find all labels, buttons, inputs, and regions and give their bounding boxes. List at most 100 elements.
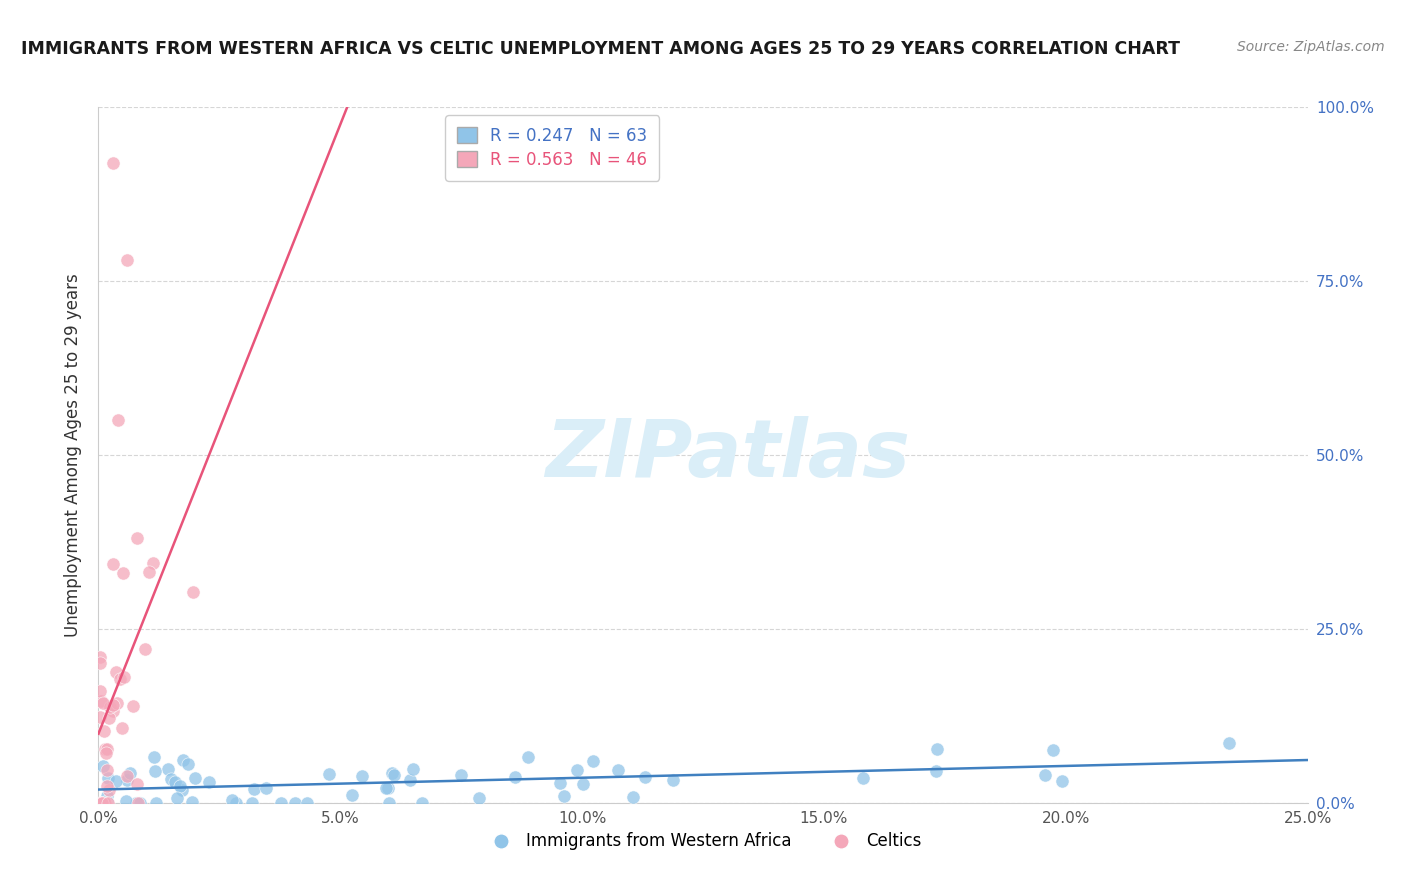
Point <box>378 796 401 810</box>
Point <box>243 781 266 796</box>
Point <box>927 742 949 756</box>
Point <box>105 697 128 711</box>
Point <box>377 781 399 796</box>
Point <box>381 766 404 780</box>
Point <box>1042 742 1064 756</box>
Point <box>1218 736 1240 750</box>
Point <box>127 532 149 546</box>
Text: Source: ZipAtlas.com: Source: ZipAtlas.com <box>1237 40 1385 54</box>
Point <box>468 791 491 805</box>
Point <box>90 796 112 810</box>
Point <box>553 789 575 803</box>
Point <box>125 796 148 810</box>
Point <box>117 772 139 787</box>
Point <box>572 777 595 791</box>
Point <box>108 672 131 686</box>
Point <box>115 769 138 783</box>
Point <box>925 764 948 779</box>
Point <box>852 772 875 786</box>
Point <box>398 773 420 788</box>
Point <box>90 796 112 810</box>
Point <box>177 757 200 772</box>
Point <box>198 775 221 789</box>
Point <box>96 796 118 810</box>
Point <box>107 413 129 427</box>
Point <box>450 768 472 782</box>
Point <box>96 779 118 793</box>
Point <box>97 782 120 797</box>
Text: ZIPatlas: ZIPatlas <box>544 416 910 494</box>
Point <box>91 796 114 810</box>
Point <box>89 796 111 810</box>
Point <box>104 773 127 788</box>
Point <box>98 700 121 714</box>
Point <box>117 253 139 268</box>
Point <box>172 753 194 767</box>
Point <box>1052 774 1074 789</box>
Point <box>93 742 115 756</box>
Point <box>382 768 405 782</box>
Point <box>101 704 124 718</box>
Point <box>340 788 363 802</box>
Point <box>94 746 117 760</box>
Y-axis label: Unemployment Among Ages 25 to 29 years: Unemployment Among Ages 25 to 29 years <box>65 273 83 637</box>
Point <box>284 796 307 810</box>
Point <box>112 670 135 684</box>
Point <box>120 766 142 780</box>
Point <box>128 796 150 810</box>
Point <box>166 791 188 805</box>
Point <box>89 710 111 724</box>
Point <box>89 683 111 698</box>
Point <box>96 794 118 808</box>
Point <box>101 155 124 169</box>
Point <box>411 796 433 810</box>
Point <box>169 779 191 793</box>
Point <box>375 780 398 795</box>
Point <box>91 696 114 710</box>
Point <box>270 796 292 810</box>
Point <box>111 566 134 581</box>
Point <box>101 698 124 712</box>
Point <box>254 781 277 796</box>
Point <box>127 777 149 791</box>
Text: IMMIGRANTS FROM WESTERN AFRICA VS CELTIC UNEMPLOYMENT AMONG AGES 25 TO 29 YEARS : IMMIGRANTS FROM WESTERN AFRICA VS CELTIC… <box>21 40 1180 58</box>
Point <box>143 764 166 778</box>
Point <box>402 762 425 776</box>
Point <box>240 796 263 810</box>
Point <box>104 665 127 680</box>
Point <box>183 772 205 786</box>
Point <box>93 723 115 738</box>
Point <box>98 710 121 724</box>
Point <box>138 566 160 580</box>
Point <box>142 557 165 571</box>
Point <box>582 754 605 768</box>
Point <box>350 769 373 783</box>
Point <box>97 796 120 810</box>
Point <box>96 741 118 756</box>
Point <box>145 796 167 810</box>
Point <box>142 750 165 764</box>
Point <box>633 770 655 784</box>
Point <box>225 796 247 810</box>
Point <box>90 694 112 708</box>
Point <box>181 795 204 809</box>
Point <box>221 793 243 807</box>
Point <box>607 763 630 777</box>
Point <box>621 790 644 805</box>
Point <box>89 796 111 810</box>
Point <box>110 721 132 735</box>
Point <box>157 762 180 776</box>
Point <box>96 763 118 777</box>
Point <box>115 794 138 808</box>
Legend: Immigrants from Western Africa, Celtics: Immigrants from Western Africa, Celtics <box>478 826 928 857</box>
Point <box>91 758 114 772</box>
Point <box>517 749 540 764</box>
Point <box>318 767 340 781</box>
Point <box>89 656 111 670</box>
Point <box>1033 768 1056 782</box>
Point <box>160 772 183 786</box>
Point <box>172 783 194 797</box>
Point <box>97 771 120 785</box>
Point <box>163 774 186 789</box>
Point <box>181 585 204 599</box>
